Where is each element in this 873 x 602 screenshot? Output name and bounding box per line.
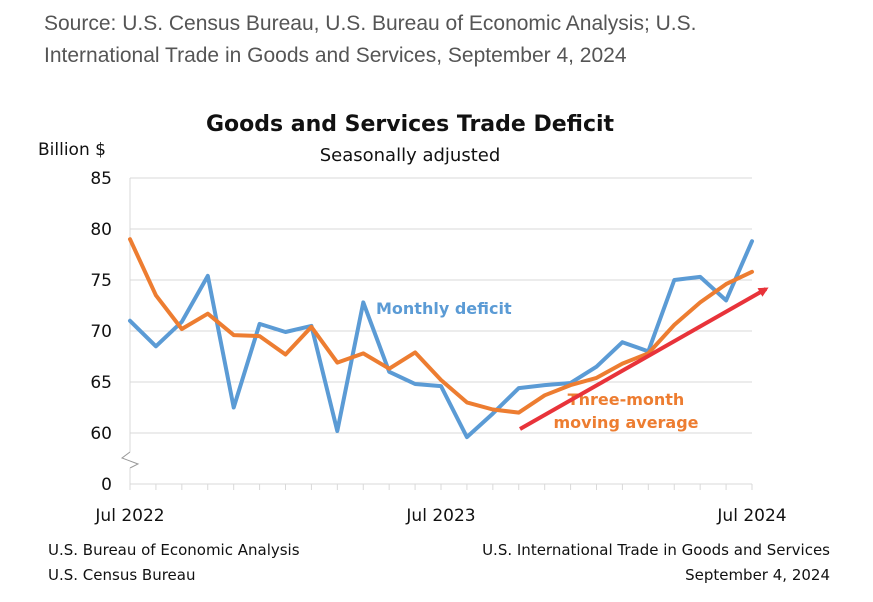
source-line-2: International Trade in Goods and Service… — [44, 44, 627, 67]
series — [128, 237, 754, 440]
source-note: Source: U.S. Census Bureau, U.S. Bureau … — [44, 8, 844, 72]
source-line-1: Source: U.S. Census Bureau, U.S. Bureau … — [44, 12, 697, 35]
gridlines — [130, 177, 752, 434]
chart-title: Goods and Services Trade Deficit — [206, 112, 615, 137]
y-tick-label: 80 — [90, 220, 112, 240]
x-tick-label: Jul 2022 — [94, 506, 164, 526]
footer-right-line1: U.S. International Trade in Goods and Se… — [482, 541, 830, 559]
y-tick-label: 70 — [90, 322, 112, 342]
y-tick-label: 60 — [90, 424, 112, 444]
moving-average-line — [128, 237, 754, 415]
x-tick-label: Jul 2023 — [405, 506, 475, 526]
footer-right-line2: September 4, 2024 — [685, 566, 830, 584]
chart-subtitle: Seasonally adjusted — [320, 145, 501, 166]
footer-left-line2: U.S. Census Bureau — [48, 566, 195, 584]
y-tick-label: 65 — [90, 373, 112, 393]
moving-average-label-line2: moving average — [553, 413, 698, 432]
y-axis-break — [120, 451, 140, 469]
y-tick-label: 75 — [90, 271, 112, 291]
monthly-deficit-label: Monthly deficit — [376, 299, 512, 318]
axes: 0 60 65 70 75 80 85 Jul 2022 Jul 2023 Jul 2024 — [90, 169, 786, 526]
y-axis-label: Billion $ — [38, 140, 106, 160]
trend-arrow — [519, 287, 769, 431]
footer-left-line1: U.S. Bureau of Economic Analysis — [48, 541, 300, 559]
y-tick-label: 0 — [101, 475, 112, 495]
y-tick-label: 85 — [90, 169, 112, 189]
moving-average-label-line1: Three-month — [568, 390, 685, 409]
x-tick-label: Jul 2024 — [716, 506, 786, 526]
